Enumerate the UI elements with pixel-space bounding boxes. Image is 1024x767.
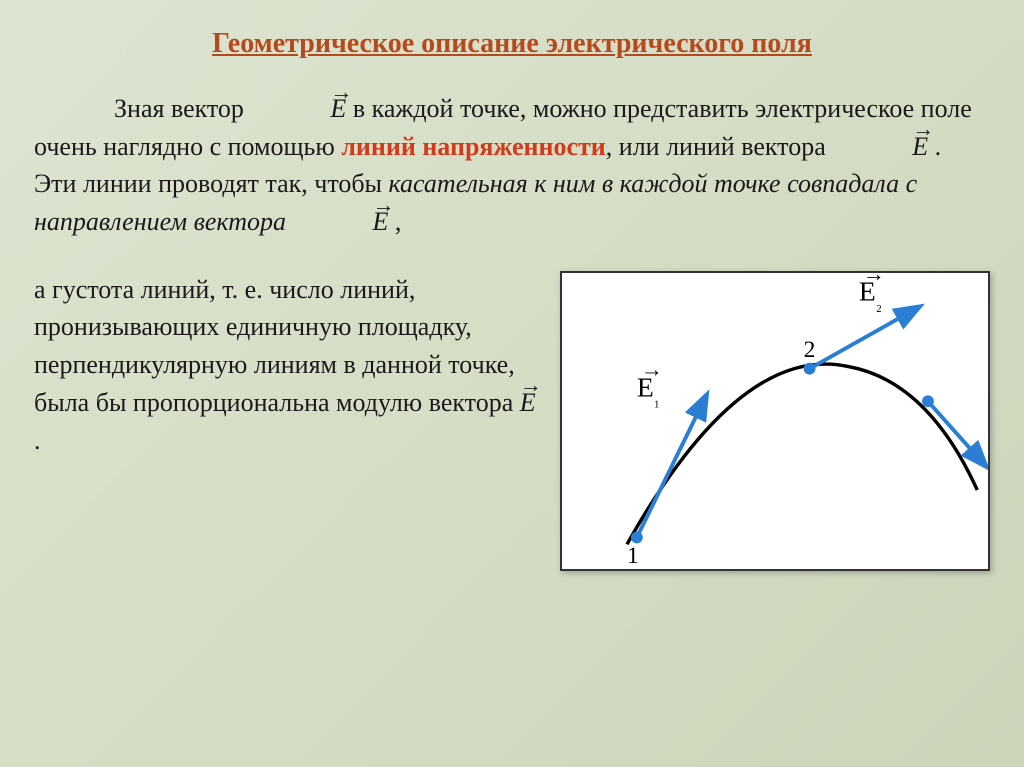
paragraph-2: а густота линий, т. е. число линий, прон… [34,271,540,571]
svg-text:→E₁: →E₁ [637,356,663,408]
page-title: Геометрическое описание электрического п… [0,0,1024,90]
highlight-text: линий напряженности [341,132,605,161]
p1-t3: , или линий вектора [606,132,832,161]
vec-arrow: → [250,76,346,108]
vector-e-4: → E [520,384,536,422]
vec-arrow: → [520,369,536,401]
p1-t1: Зная вектор [114,94,250,123]
svg-text:1: 1 [627,543,639,569]
figure-svg: →E₁ →E₂ 1 2 [562,273,988,569]
field-line-figure: →E₁ →E₂ 1 2 [560,271,990,571]
vec-arrow: → [293,189,389,221]
svg-text:→E₂: →E₂ [859,273,885,313]
vec-arrow: → [832,113,928,145]
p2-t2: . [34,426,41,455]
vector-e-1: → E [250,90,346,128]
vector-e-2: → E [832,128,928,166]
paragraph-1: Зная вектор → E в каждой точке, можно пр… [0,90,1024,241]
lower-row: а густота линий, т. е. число линий, прон… [0,241,1024,571]
title-text: Геометрическое описание электрического п… [212,28,812,59]
svg-text:2: 2 [804,337,816,363]
p1-t5: , [395,207,402,236]
p2-t1: а густота линий, т. е. число линий, прон… [34,275,520,417]
vector-e-3: → E [293,203,389,241]
